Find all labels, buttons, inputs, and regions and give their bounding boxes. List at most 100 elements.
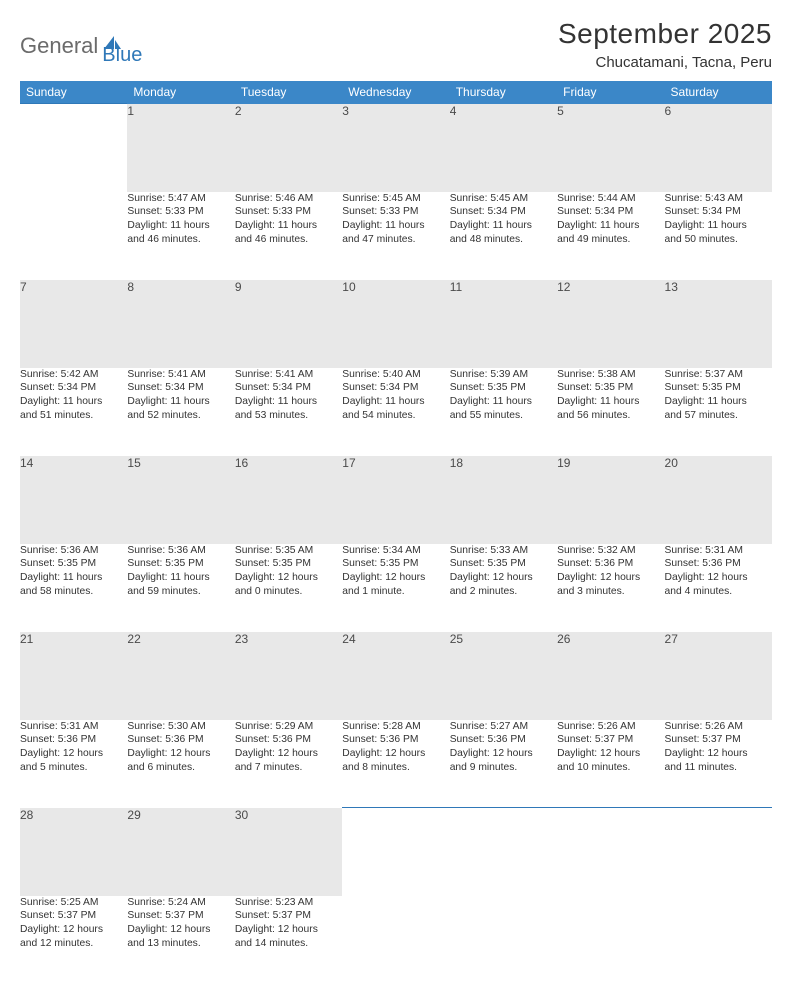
sunset-text: Sunset: 5:34 PM: [665, 205, 772, 219]
day-cell: Sunrise: 5:41 AMSunset: 5:34 PMDaylight:…: [127, 368, 234, 456]
d2-text: and 14 minutes.: [235, 937, 342, 951]
day-cell: Sunrise: 5:33 AMSunset: 5:35 PMDaylight:…: [450, 544, 557, 632]
d1-text: Daylight: 12 hours: [665, 571, 772, 585]
sunset-text: Sunset: 5:37 PM: [557, 733, 664, 747]
daynum-row: 123456: [20, 104, 772, 192]
d1-text: Daylight: 11 hours: [665, 395, 772, 409]
calendar-table: Sunday Monday Tuesday Wednesday Thursday…: [20, 81, 772, 984]
day-cell: Sunrise: 5:47 AMSunset: 5:33 PMDaylight:…: [127, 192, 234, 280]
sunrise-text: Sunrise: 5:27 AM: [450, 720, 557, 734]
logo: General Blue: [20, 18, 142, 67]
d2-text: and 10 minutes.: [557, 761, 664, 775]
title-block: September 2025 Chucatamani, Tacna, Peru: [558, 18, 772, 71]
day-number: 11: [450, 280, 557, 368]
day-number: 23: [235, 632, 342, 720]
day-number: 12: [557, 280, 664, 368]
sunset-text: Sunset: 5:35 PM: [450, 557, 557, 571]
day-cell: [450, 896, 557, 984]
d1-text: Daylight: 12 hours: [127, 747, 234, 761]
sunrise-text: Sunrise: 5:36 AM: [127, 544, 234, 558]
d1-text: Daylight: 12 hours: [20, 923, 127, 937]
sunrise-text: Sunrise: 5:26 AM: [665, 720, 772, 734]
day-number: 28: [20, 808, 127, 896]
day-number: [665, 808, 772, 896]
sunrise-text: Sunrise: 5:43 AM: [665, 192, 772, 206]
day-cell: Sunrise: 5:38 AMSunset: 5:35 PMDaylight:…: [557, 368, 664, 456]
day-cell: Sunrise: 5:45 AMSunset: 5:34 PMDaylight:…: [450, 192, 557, 280]
day-number: 29: [127, 808, 234, 896]
d2-text: and 46 minutes.: [235, 233, 342, 247]
day-number: 10: [342, 280, 449, 368]
d1-text: Daylight: 12 hours: [342, 571, 449, 585]
d1-text: Daylight: 11 hours: [342, 219, 449, 233]
sunset-text: Sunset: 5:36 PM: [127, 733, 234, 747]
day-cell: Sunrise: 5:32 AMSunset: 5:36 PMDaylight:…: [557, 544, 664, 632]
d2-text: and 7 minutes.: [235, 761, 342, 775]
d2-text: and 49 minutes.: [557, 233, 664, 247]
sunrise-text: Sunrise: 5:30 AM: [127, 720, 234, 734]
sunrise-text: Sunrise: 5:33 AM: [450, 544, 557, 558]
sunrise-text: Sunrise: 5:47 AM: [127, 192, 234, 206]
sunset-text: Sunset: 5:37 PM: [127, 909, 234, 923]
daynum-row: 282930: [20, 808, 772, 896]
day-cell: Sunrise: 5:29 AMSunset: 5:36 PMDaylight:…: [235, 720, 342, 808]
day-number: 5: [557, 104, 664, 192]
sunrise-text: Sunrise: 5:31 AM: [20, 720, 127, 734]
day-number: 22: [127, 632, 234, 720]
d1-text: Daylight: 11 hours: [450, 219, 557, 233]
day-number: 2: [235, 104, 342, 192]
sunset-text: Sunset: 5:35 PM: [557, 381, 664, 395]
sunset-text: Sunset: 5:34 PM: [557, 205, 664, 219]
day-cell: Sunrise: 5:28 AMSunset: 5:36 PMDaylight:…: [342, 720, 449, 808]
day-number: 30: [235, 808, 342, 896]
day-header: Wednesday: [342, 81, 449, 104]
sunrise-text: Sunrise: 5:28 AM: [342, 720, 449, 734]
d1-text: Daylight: 12 hours: [235, 747, 342, 761]
d1-text: Daylight: 11 hours: [557, 219, 664, 233]
sunset-text: Sunset: 5:35 PM: [450, 381, 557, 395]
d2-text: and 13 minutes.: [127, 937, 234, 951]
day-header: Sunday: [20, 81, 127, 104]
day-cell: Sunrise: 5:25 AMSunset: 5:37 PMDaylight:…: [20, 896, 127, 984]
d1-text: Daylight: 11 hours: [20, 395, 127, 409]
d2-text: and 4 minutes.: [665, 585, 772, 599]
d2-text: and 48 minutes.: [450, 233, 557, 247]
d2-text: and 54 minutes.: [342, 409, 449, 423]
sunrise-text: Sunrise: 5:41 AM: [127, 368, 234, 382]
content-row: Sunrise: 5:36 AMSunset: 5:35 PMDaylight:…: [20, 544, 772, 632]
d2-text: and 57 minutes.: [665, 409, 772, 423]
day-number: 20: [665, 456, 772, 544]
d2-text: and 50 minutes.: [665, 233, 772, 247]
day-number: 25: [450, 632, 557, 720]
day-cell: Sunrise: 5:26 AMSunset: 5:37 PMDaylight:…: [665, 720, 772, 808]
day-number: 15: [127, 456, 234, 544]
sunset-text: Sunset: 5:33 PM: [235, 205, 342, 219]
day-cell: [20, 192, 127, 280]
d2-text: and 59 minutes.: [127, 585, 234, 599]
day-cell: Sunrise: 5:35 AMSunset: 5:35 PMDaylight:…: [235, 544, 342, 632]
day-number: 3: [342, 104, 449, 192]
sunrise-text: Sunrise: 5:32 AM: [557, 544, 664, 558]
sunrise-text: Sunrise: 5:23 AM: [235, 896, 342, 910]
daynum-row: 21222324252627: [20, 632, 772, 720]
daynum-row: 14151617181920: [20, 456, 772, 544]
sunset-text: Sunset: 5:36 PM: [557, 557, 664, 571]
sunrise-text: Sunrise: 5:38 AM: [557, 368, 664, 382]
d1-text: Daylight: 12 hours: [557, 747, 664, 761]
d1-text: Daylight: 12 hours: [342, 747, 449, 761]
sunset-text: Sunset: 5:34 PM: [20, 381, 127, 395]
sunset-text: Sunset: 5:33 PM: [342, 205, 449, 219]
day-number: 17: [342, 456, 449, 544]
d2-text: and 3 minutes.: [557, 585, 664, 599]
d1-text: Daylight: 11 hours: [665, 219, 772, 233]
d1-text: Daylight: 12 hours: [235, 923, 342, 937]
header: General Blue September 2025 Chucatamani,…: [20, 18, 772, 71]
day-header: Saturday: [665, 81, 772, 104]
day-header: Thursday: [450, 81, 557, 104]
day-cell: Sunrise: 5:31 AMSunset: 5:36 PMDaylight:…: [20, 720, 127, 808]
day-cell: Sunrise: 5:46 AMSunset: 5:33 PMDaylight:…: [235, 192, 342, 280]
sunrise-text: Sunrise: 5:45 AM: [342, 192, 449, 206]
day-cell: Sunrise: 5:39 AMSunset: 5:35 PMDaylight:…: [450, 368, 557, 456]
d2-text: and 8 minutes.: [342, 761, 449, 775]
day-header: Monday: [127, 81, 234, 104]
